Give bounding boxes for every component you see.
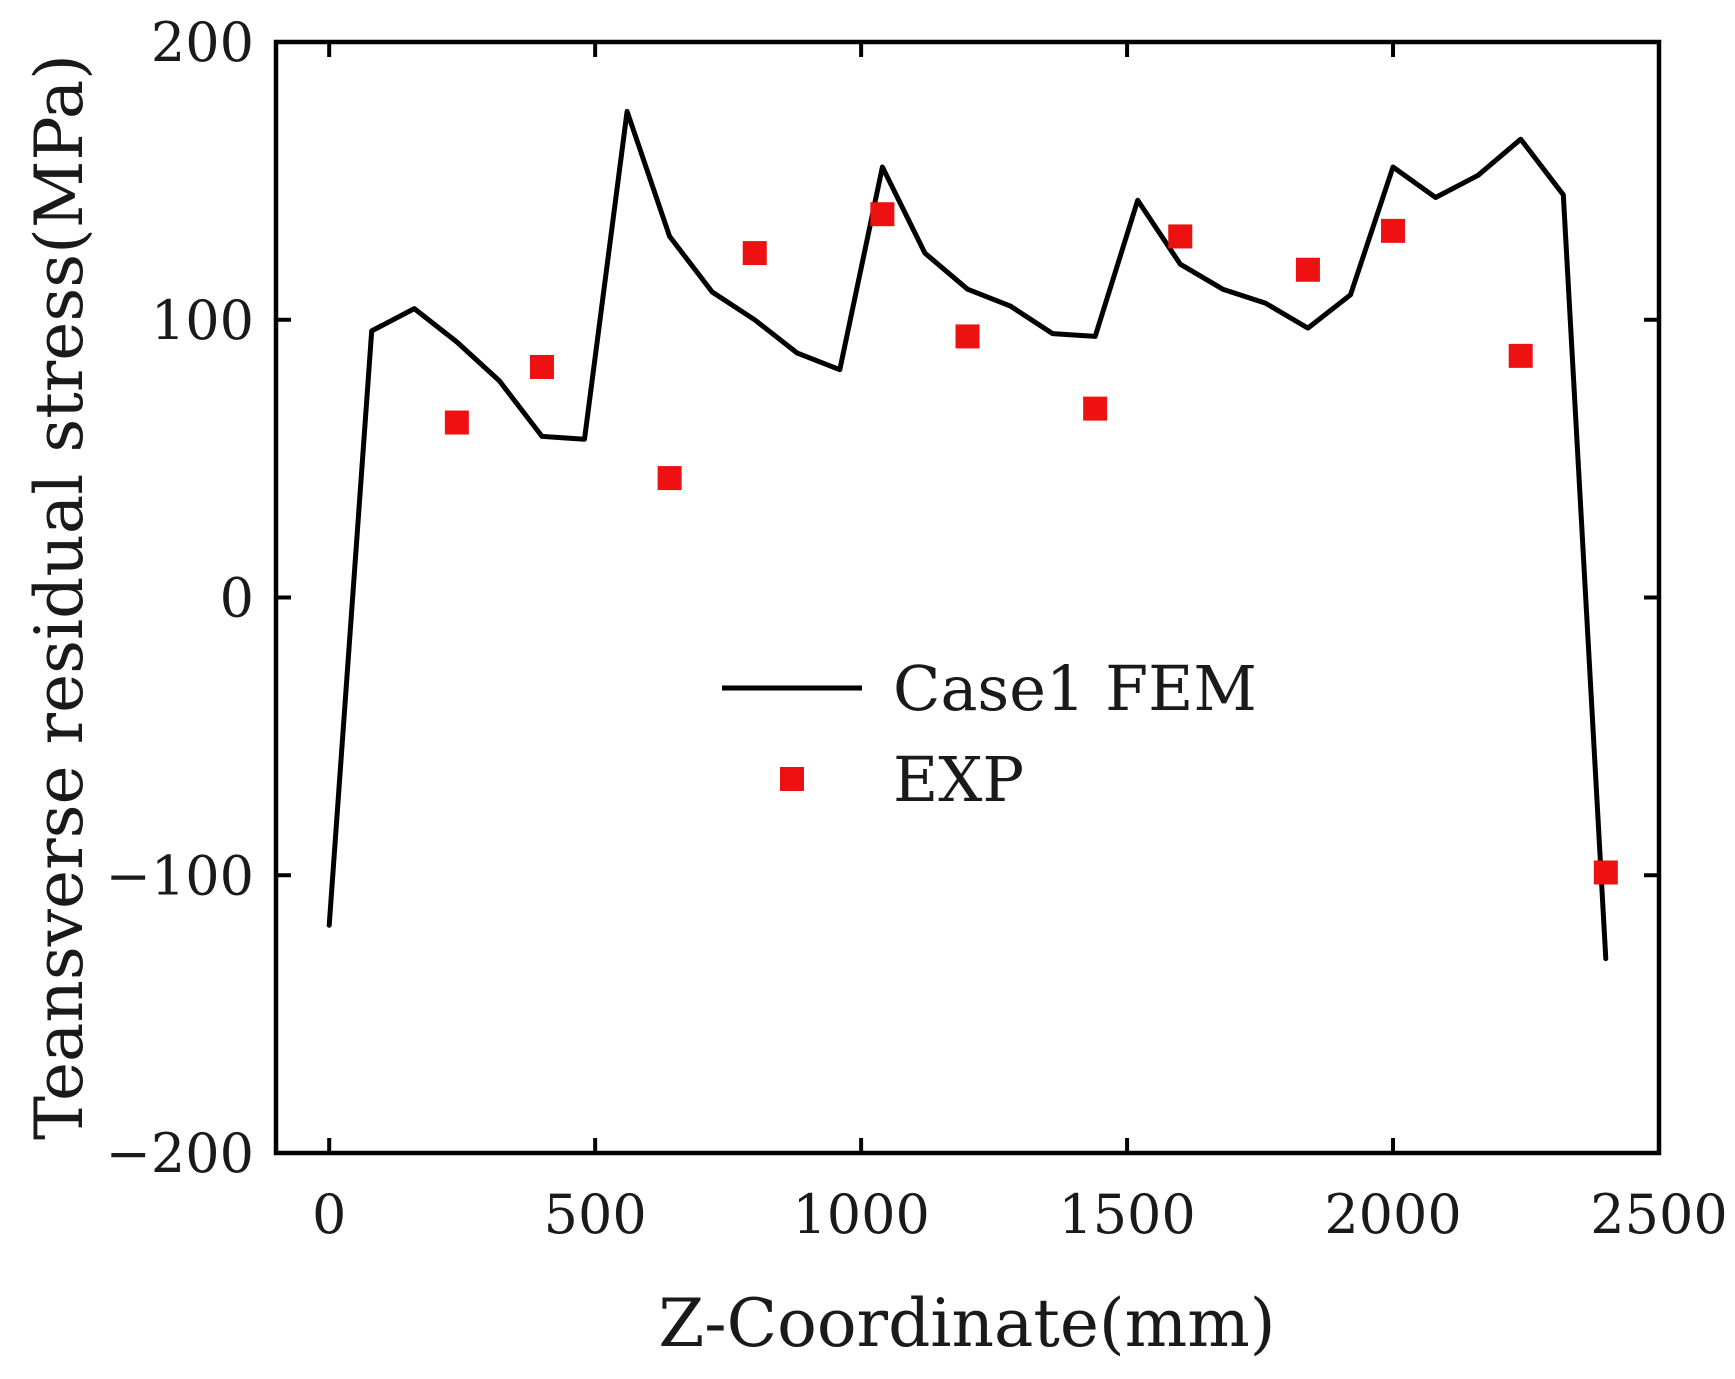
exp-point — [1593, 860, 1618, 885]
x-tick-label: 2000 — [1324, 1183, 1461, 1246]
y-tick-label: 200 — [151, 11, 254, 74]
exp-point — [1508, 343, 1533, 368]
exp-point — [1168, 224, 1193, 249]
series-layer — [326, 108, 1618, 962]
legend: Case1 FEM EXP — [722, 652, 1257, 816]
y-tick-label: 100 — [151, 289, 254, 352]
y-tick-label: 0 — [220, 567, 254, 630]
y-tick-label: −100 — [106, 844, 254, 907]
exp-point — [955, 324, 980, 349]
y-tick-label: −200 — [106, 1122, 254, 1185]
exp-point — [657, 466, 682, 491]
plot-area — [326, 108, 1618, 962]
x-tick-label: 0 — [312, 1183, 346, 1246]
legend-label-fem: Case1 FEM — [893, 652, 1257, 725]
exp-point — [742, 241, 767, 266]
x-tick-label: 2500 — [1590, 1183, 1727, 1246]
ticks-layer — [276, 40, 1661, 1155]
exp-point — [1295, 257, 1320, 282]
y-axis-title: Teansverse residual stress(MPa) — [21, 54, 98, 1140]
legend-square-swatch — [780, 767, 804, 791]
tick-labels-layer: 0 500 1000 1500 2000 2500 −200 −100 0 100 200 — [106, 11, 1728, 1246]
series-line-fem — [326, 108, 1609, 962]
x-tick-label: 1500 — [1058, 1183, 1195, 1246]
x-axis-title: Z-Coordinate(mm) — [658, 1285, 1275, 1362]
exp-point — [529, 354, 554, 379]
x-tick-label: 500 — [544, 1183, 647, 1246]
exp-point — [1381, 218, 1406, 243]
x-tick-label: 1000 — [792, 1183, 929, 1246]
exp-point — [870, 202, 895, 227]
legend-label-exp: EXP — [893, 743, 1024, 816]
exp-point — [1083, 396, 1108, 421]
exp-point — [444, 410, 469, 435]
